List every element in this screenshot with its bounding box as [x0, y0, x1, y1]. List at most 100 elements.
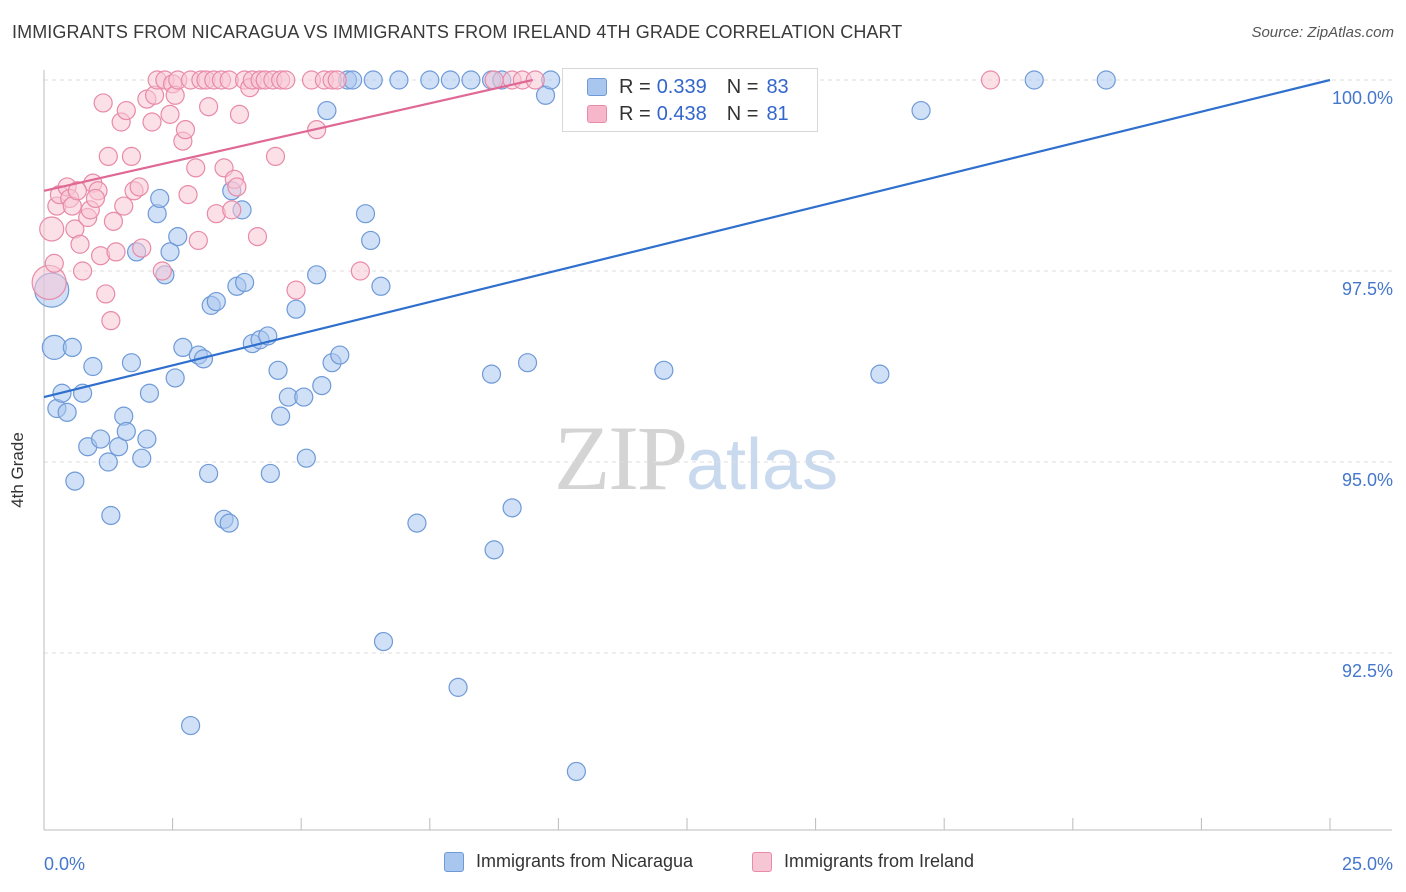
- point-ireland: [350, 261, 370, 281]
- point-nicaragua: [481, 364, 502, 384]
- point-nicaragua: [219, 513, 239, 533]
- point-nicaragua: [271, 406, 291, 426]
- point-nicaragua: [296, 448, 316, 468]
- point-ireland: [101, 311, 121, 331]
- point-ireland: [227, 177, 247, 197]
- point-ireland: [142, 112, 162, 132]
- point-nicaragua: [440, 70, 460, 90]
- point-nicaragua: [389, 70, 409, 90]
- point-ireland: [106, 242, 126, 262]
- stats-legend-swatch-nicaragua: [587, 78, 607, 96]
- point-ireland: [67, 181, 88, 201]
- point-nicaragua: [502, 498, 522, 518]
- x-tick-label: 25.0%: [1342, 854, 1393, 874]
- r-label: R =: [619, 75, 651, 98]
- trend-line-ireland: [43, 78, 533, 192]
- point-ireland: [265, 146, 286, 166]
- point-nicaragua: [407, 513, 427, 533]
- legend-item-nicaragua[interactable]: Immigrants from Nicaragua: [444, 851, 693, 872]
- point-ireland: [98, 146, 118, 166]
- point-ireland: [114, 196, 134, 216]
- stats-legend-row-ireland: R = 0.438 N = 81: [587, 101, 789, 127]
- watermark-zip: ZIP: [554, 407, 688, 509]
- point-ireland: [72, 261, 93, 281]
- point-nicaragua: [98, 452, 118, 472]
- stats-legend-swatch-ireland: [587, 105, 607, 123]
- point-nicaragua: [139, 383, 160, 403]
- point-nicaragua: [294, 387, 314, 407]
- point-nicaragua: [355, 204, 376, 224]
- r-value: 0.339: [656, 75, 707, 98]
- point-nicaragua: [116, 421, 136, 442]
- watermark: ZIPatlas: [554, 405, 838, 511]
- point-ireland: [121, 146, 142, 166]
- legend-swatch-ireland: [752, 851, 772, 872]
- point-nicaragua: [420, 70, 440, 90]
- point-nicaragua: [286, 299, 306, 319]
- y-tick-label: 95.0%: [1342, 470, 1393, 490]
- point-ireland: [525, 70, 545, 90]
- point-nicaragua: [371, 276, 391, 296]
- point-ireland: [152, 261, 172, 281]
- point-nicaragua: [160, 242, 180, 262]
- point-ireland: [199, 97, 219, 117]
- point-nicaragua: [206, 291, 226, 312]
- point-ireland: [186, 158, 206, 178]
- point-nicaragua: [108, 437, 129, 457]
- point-nicaragua: [268, 360, 288, 380]
- point-nicaragua: [101, 505, 121, 526]
- point-nicaragua: [566, 761, 587, 782]
- point-nicaragua: [173, 337, 193, 357]
- point-nicaragua: [62, 337, 82, 357]
- legend-label-nicaragua: Immigrants from Nicaragua: [476, 851, 694, 871]
- point-ireland: [247, 227, 268, 247]
- source-credit: Source: ZipAtlas.com: [1251, 24, 1394, 41]
- point-ireland: [327, 70, 347, 90]
- legend-label-ireland: Immigrants from Ireland: [784, 851, 975, 871]
- point-nicaragua: [199, 463, 219, 484]
- point-nicaragua: [235, 272, 255, 293]
- point-ireland: [286, 280, 306, 300]
- point-nicaragua: [132, 448, 152, 468]
- point-ireland: [160, 104, 180, 124]
- point-nicaragua: [312, 376, 332, 396]
- point-ireland: [85, 188, 106, 209]
- stats-legend-row-nicaragua: R = 0.339 N = 83: [587, 74, 789, 100]
- point-nicaragua: [363, 70, 383, 90]
- point-ireland: [129, 177, 149, 197]
- point-nicaragua: [168, 227, 188, 247]
- trend-line-nicaragua: [43, 78, 1331, 399]
- point-ireland: [980, 70, 1001, 90]
- point-nicaragua: [461, 70, 481, 90]
- point-nicaragua: [41, 334, 67, 360]
- x-tick-label: 0.0%: [44, 854, 85, 874]
- chart-title: IMMIGRANTS FROM NICARAGUA VS IMMIGRANTS …: [12, 22, 903, 42]
- n-label: N =: [726, 75, 759, 98]
- point-nicaragua: [83, 356, 103, 377]
- point-nicaragua: [65, 471, 85, 491]
- stats-legend: R = 0.339 N = 83 R = 0.438 N = 81: [562, 68, 818, 132]
- legend-swatch-nicaragua: [444, 851, 464, 872]
- point-nicaragua: [317, 100, 337, 121]
- point-nicaragua: [517, 353, 538, 373]
- point-ireland: [229, 104, 250, 124]
- point-ireland: [132, 238, 152, 258]
- point-nicaragua: [361, 230, 381, 251]
- point-ireland: [44, 253, 64, 273]
- point-nicaragua: [137, 429, 157, 449]
- watermark-atlas: atlas: [686, 425, 839, 505]
- point-ireland: [175, 120, 196, 140]
- point-nicaragua: [165, 368, 185, 388]
- point-nicaragua: [911, 100, 931, 121]
- r-label: R =: [619, 102, 651, 125]
- point-nicaragua: [150, 188, 170, 209]
- point-nicaragua: [260, 463, 280, 484]
- n-value: 81: [766, 102, 789, 125]
- y-tick-label: 92.5%: [1342, 661, 1393, 681]
- point-nicaragua: [484, 540, 504, 560]
- point-nicaragua: [330, 345, 350, 365]
- point-nicaragua: [373, 631, 394, 652]
- point-nicaragua: [90, 429, 111, 449]
- legend-item-ireland[interactable]: Immigrants from Ireland: [752, 851, 974, 872]
